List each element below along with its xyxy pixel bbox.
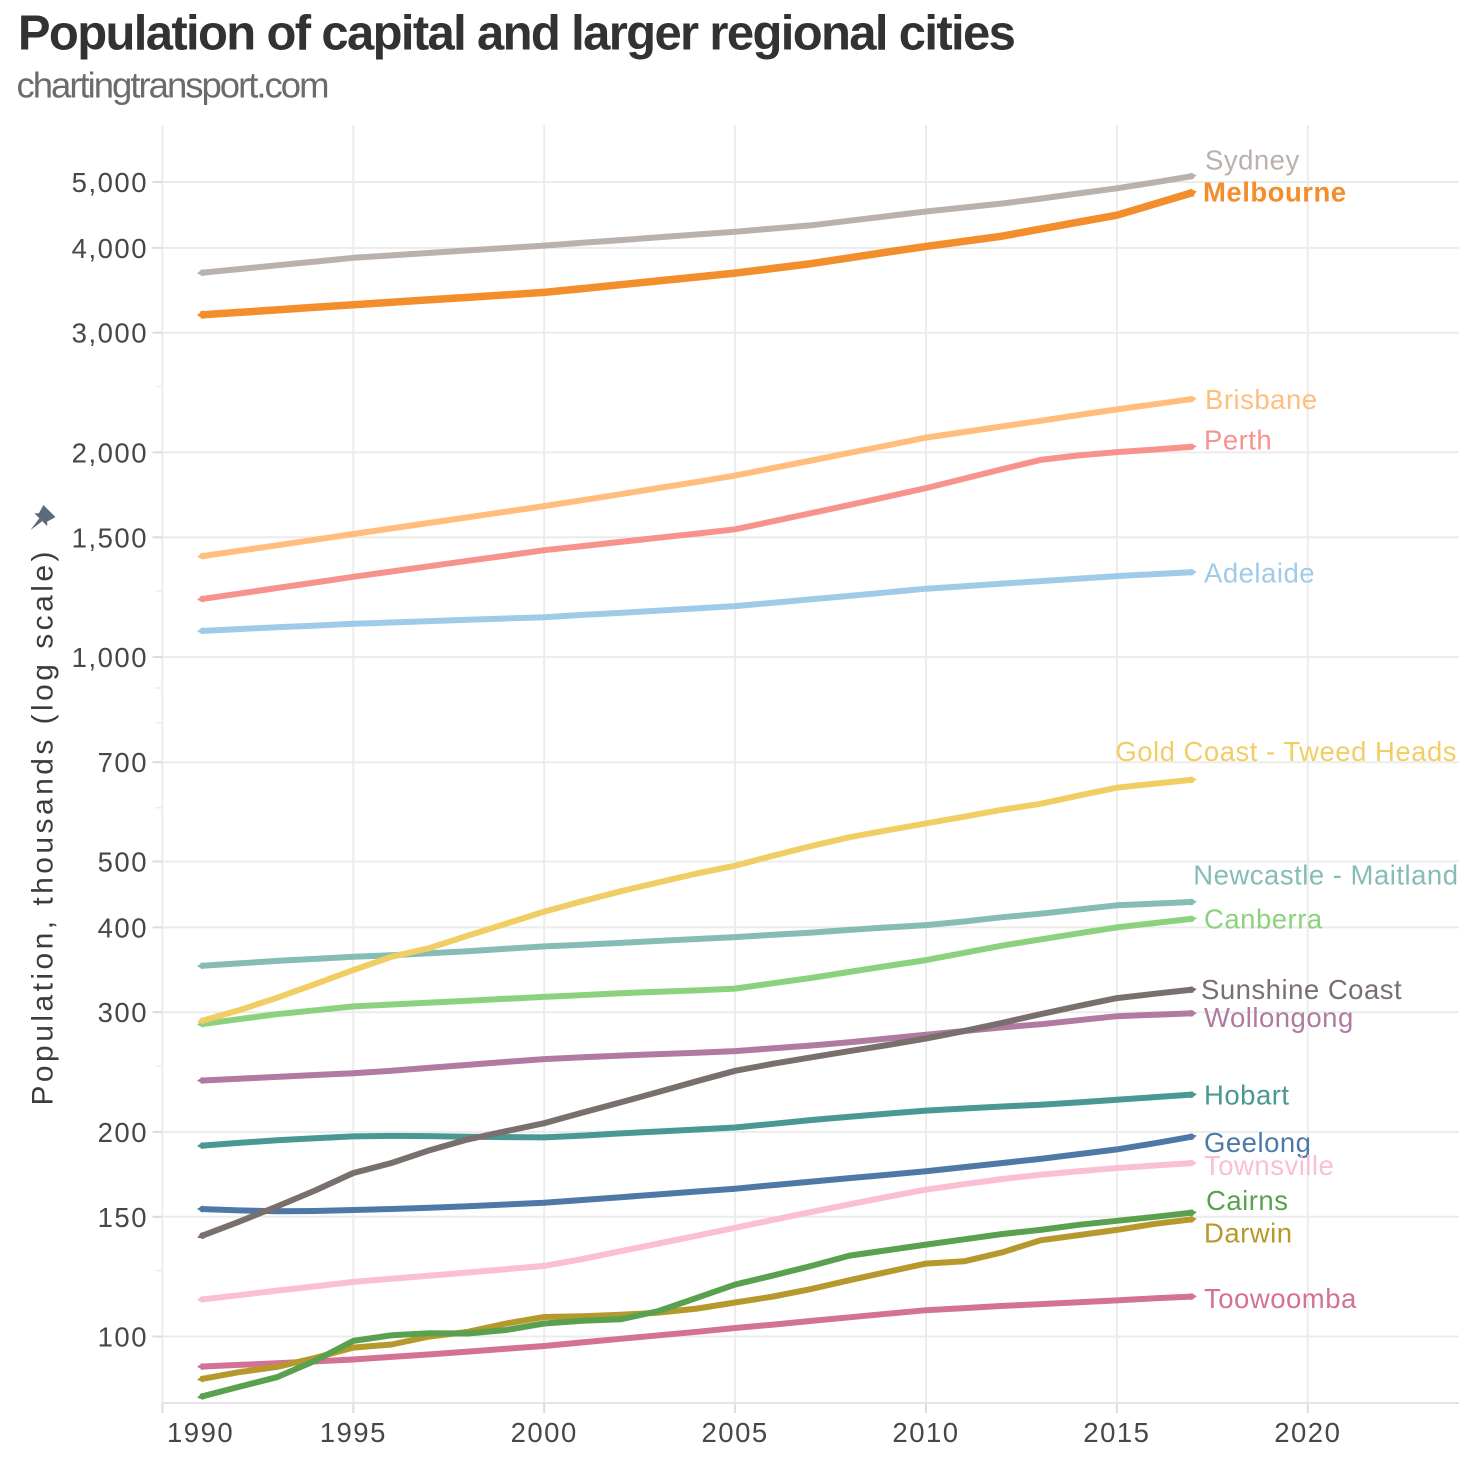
svg-text:2005: 2005 — [702, 1417, 769, 1448]
svg-text:Townsville: Townsville — [1204, 1150, 1334, 1181]
svg-text:Wollongong: Wollongong — [1204, 1002, 1354, 1033]
svg-text:2015: 2015 — [1083, 1417, 1150, 1448]
svg-text:3,000: 3,000 — [72, 318, 148, 349]
svg-text:2,000: 2,000 — [72, 437, 148, 468]
svg-text:200: 200 — [98, 1117, 148, 1148]
svg-text:Melbourne: Melbourne — [1203, 177, 1347, 208]
svg-text:Sydney: Sydney — [1205, 145, 1300, 176]
svg-text:300: 300 — [98, 997, 148, 1028]
svg-text:Newcastle - Maitland: Newcastle - Maitland — [1193, 860, 1458, 891]
svg-text:Population, thousands (log sca: Population, thousands (log scale) — [26, 548, 59, 1105]
svg-text:Toowoomba: Toowoomba — [1204, 1283, 1357, 1314]
svg-text:Population of capital and larg: Population of capital and larger regiona… — [18, 7, 1015, 61]
svg-text:1990: 1990 — [167, 1417, 234, 1448]
svg-text:500: 500 — [98, 847, 148, 878]
svg-text:Adelaide: Adelaide — [1204, 558, 1315, 589]
svg-text:4,000: 4,000 — [72, 233, 148, 264]
svg-text:150: 150 — [98, 1202, 148, 1233]
svg-text:700: 700 — [98, 747, 148, 778]
svg-text:Brisbane: Brisbane — [1205, 384, 1318, 415]
svg-text:chartingtransport.com: chartingtransport.com — [17, 64, 328, 105]
svg-text:1,500: 1,500 — [72, 522, 148, 553]
svg-text:5,000: 5,000 — [72, 167, 148, 198]
svg-text:Sunshine Coast: Sunshine Coast — [1201, 974, 1402, 1005]
svg-text:400: 400 — [98, 912, 148, 943]
svg-text:Canberra: Canberra — [1204, 904, 1323, 935]
svg-text:1995: 1995 — [320, 1417, 387, 1448]
svg-text:2010: 2010 — [892, 1417, 959, 1448]
svg-text:Darwin: Darwin — [1204, 1217, 1293, 1248]
svg-text:Perth: Perth — [1204, 425, 1272, 456]
svg-text:Geelong: Geelong — [1204, 1127, 1311, 1158]
svg-text:1,000: 1,000 — [72, 642, 148, 673]
svg-text:2020: 2020 — [1274, 1417, 1341, 1448]
svg-text:Hobart: Hobart — [1204, 1079, 1290, 1110]
svg-text:Cairns: Cairns — [1206, 1185, 1288, 1216]
svg-text:100: 100 — [98, 1322, 148, 1353]
svg-text:Gold Coast - Tweed Heads: Gold Coast - Tweed Heads — [1115, 736, 1457, 767]
svg-text:2000: 2000 — [511, 1417, 578, 1448]
